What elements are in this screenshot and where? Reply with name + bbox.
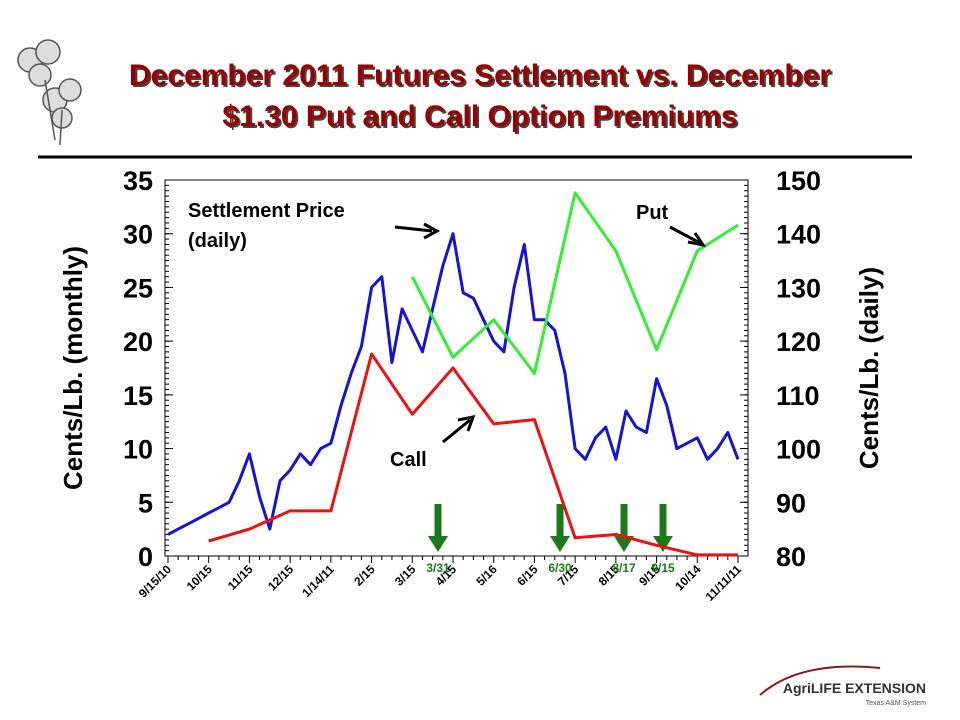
x-tick-label: 3/15 <box>392 562 419 589</box>
y-tick-label: 35 <box>123 166 153 196</box>
logo-swoosh <box>759 665 881 696</box>
series-line <box>208 352 738 557</box>
y2-tick-label: 130 <box>776 273 821 303</box>
y2-tick-label: 120 <box>776 327 821 357</box>
annotation: Put <box>636 202 669 224</box>
y2-tick-label: 140 <box>776 220 821 250</box>
title: $1.30 Put and Call Option Premiums <box>222 100 737 133</box>
x-tick-label: 10/15 <box>184 562 215 593</box>
y2-tick-label: 100 <box>776 435 821 465</box>
marker-arrowhead <box>653 536 673 552</box>
annotation: Settlement Price <box>188 200 345 222</box>
marker-label: 8/17 <box>612 561 636 575</box>
annotation-arrow <box>669 225 707 248</box>
x-tick-label: 6/15 <box>514 562 541 589</box>
y2-tick-label: 110 <box>776 381 820 411</box>
annotation-arrow <box>394 222 441 240</box>
x-tick-label: 10/14 <box>672 562 703 593</box>
marker-label: 3/31 <box>426 561 450 575</box>
y-axis-label: Cents/Lb. (monthly) <box>58 246 88 490</box>
y2-tick-label: 150 <box>776 166 821 196</box>
logo-sub: Texas A&M System <box>866 700 926 707</box>
title-shadow: December 2011 Futures Settlement vs. Dec… <box>131 61 833 94</box>
logo: AgriLIFE EXTENSION <box>783 680 926 696</box>
marker-label: 9/15 <box>651 561 675 575</box>
title: December 2011 Futures Settlement vs. Dec… <box>129 59 831 92</box>
y-tick-label: 5 <box>138 488 153 518</box>
title-shadow: $1.30 Put and Call Option Premiums <box>224 102 739 135</box>
series-line <box>167 232 740 536</box>
annotation: (daily) <box>188 230 247 252</box>
y-tick-label: 0 <box>138 542 153 572</box>
x-tick-label: 11/15 <box>225 562 256 593</box>
x-tick-label: 5/16 <box>473 562 500 589</box>
x-tick-label: 1/14/11 <box>299 562 337 600</box>
annotation: Call <box>390 449 427 471</box>
marker-arrowhead <box>614 536 634 552</box>
y-tick-label: 30 <box>123 220 153 250</box>
x-tick-label: 2/15 <box>351 562 378 589</box>
y-tick-label: 20 <box>123 327 153 357</box>
x-tick-label: 12/15 <box>265 562 296 593</box>
annotation-arrow <box>442 415 476 444</box>
y-tick-label: 10 <box>123 435 153 465</box>
y2-tick-label: 80 <box>776 542 806 572</box>
y2-tick-label: 90 <box>776 488 806 518</box>
plot-frame <box>164 179 749 557</box>
x-tick-label: 11/11/11 <box>703 562 745 604</box>
marker-arrowhead <box>550 536 570 552</box>
marker-label: 6/30 <box>548 561 572 575</box>
series-line <box>410 191 739 375</box>
y2-axis-label: Cents/Lb. (daily) <box>854 267 884 469</box>
marker-arrowhead <box>428 536 448 552</box>
cotton-icon <box>17 39 82 146</box>
y-tick-label: 15 <box>123 381 153 411</box>
y-tick-label: 25 <box>123 273 153 303</box>
